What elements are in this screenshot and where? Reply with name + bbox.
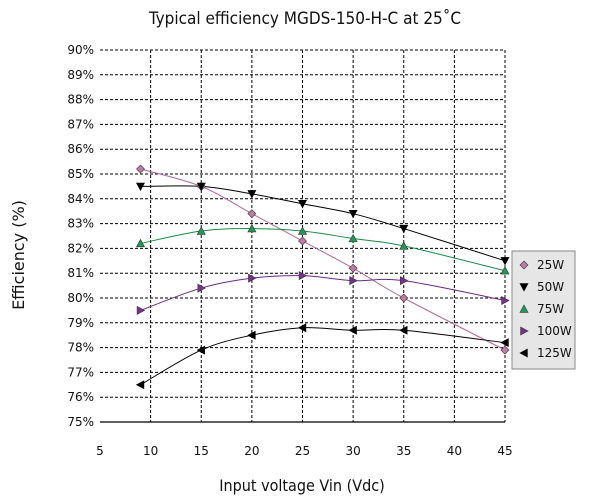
y-axis-label: Efficiency (%) — [9, 200, 28, 310]
x-tick-label: 15 — [194, 444, 209, 458]
data-point-50w — [500, 257, 510, 266]
series-markers — [135, 164, 510, 390]
y-axis-ticks: 75% 76% 77% 78% 79% 80% 81% 82% 83% 84% 85% 86% 87% 8… — [67, 43, 94, 429]
x-tick-label: 20 — [244, 444, 259, 458]
data-point-125w — [247, 330, 256, 340]
y-tick-label: 87% — [67, 117, 94, 131]
data-point-25w — [399, 293, 409, 303]
data-point-100w — [298, 271, 308, 281]
data-point-75w — [135, 238, 146, 248]
data-point-125w — [297, 323, 307, 333]
data-point-125w — [135, 380, 145, 390]
y-tick-label: 82% — [67, 241, 94, 255]
y-tick-label: 79% — [67, 316, 94, 330]
data-point-100w — [400, 276, 409, 286]
y-tick-label: 90% — [67, 43, 94, 57]
series-line-75w — [140, 228, 506, 272]
data-point-100w — [248, 273, 257, 283]
y-tick-label: 89% — [67, 68, 94, 82]
data-point-50w — [196, 182, 206, 192]
data-point-25w — [298, 236, 307, 246]
data-point-50w — [399, 224, 409, 234]
y-tick-label: 86% — [67, 142, 94, 156]
data-point-100w — [349, 276, 358, 286]
legend-marker-25w — [519, 260, 529, 270]
data-point-75w — [196, 226, 206, 235]
x-tick-label: 5 — [96, 444, 104, 458]
data-point-75w — [297, 226, 308, 235]
data-point-75w — [399, 241, 409, 250]
data-point-100w — [501, 295, 510, 305]
x-tick-label: 45 — [497, 444, 512, 458]
legend-marker-125w — [519, 348, 528, 358]
data-point-125w — [399, 325, 408, 335]
y-tick-label: 76% — [67, 390, 94, 404]
y-tick-label: 75% — [67, 415, 94, 429]
x-axis-ticks: 5 10 15 20 25 30 35 40 45 — [96, 444, 512, 458]
legend-label: 125W — [537, 346, 572, 360]
y-tick-label: 83% — [67, 217, 94, 231]
data-point-75w — [247, 223, 257, 233]
chart-title: Typical efficiency MGDS-150-H-C at 25˚C — [148, 8, 461, 29]
y-tick-label: 88% — [67, 93, 94, 107]
series-lines — [140, 168, 506, 386]
legend-label: 50W — [537, 280, 564, 294]
legend-marker-100w — [520, 326, 529, 336]
x-tick-label: 40 — [447, 444, 462, 458]
y-tick-label: 84% — [67, 192, 94, 206]
data-point-25w — [247, 209, 257, 219]
data-point-25w — [500, 345, 510, 355]
y-tick-label: 78% — [67, 341, 94, 355]
legend-marker-50w — [519, 283, 529, 292]
data-point-25w — [348, 263, 358, 273]
series-line-100w — [140, 275, 506, 311]
data-point-125w — [348, 325, 357, 335]
x-tick-label: 30 — [345, 444, 360, 458]
data-point-25w — [136, 164, 145, 174]
data-point-100w — [136, 305, 146, 315]
data-point-50w — [297, 200, 308, 209]
x-tick-label: 25 — [295, 444, 310, 458]
x-tick-label: 35 — [396, 444, 411, 458]
data-point-75w — [500, 266, 510, 275]
legend-marker-75w — [519, 304, 529, 313]
legend-label: 75W — [537, 302, 564, 316]
x-axis-label: Input voltage Vin (Vdc) — [219, 476, 385, 495]
legend-label: 25W — [537, 258, 564, 272]
legend: 25W 50W 75W 100W 125W — [511, 250, 576, 370]
data-point-125w — [196, 345, 205, 355]
data-point-125w — [500, 338, 509, 348]
y-tick-label: 85% — [67, 167, 94, 181]
legend-label: 100W — [537, 324, 572, 338]
y-tick-label: 77% — [67, 365, 94, 379]
data-point-100w — [197, 283, 206, 293]
y-tick-label: 80% — [67, 291, 94, 305]
data-point-50w — [247, 190, 257, 199]
plot-border — [100, 50, 506, 423]
data-point-50w — [135, 182, 146, 192]
series-line-125w — [140, 327, 506, 386]
data-point-75w — [348, 233, 358, 243]
y-tick-label: 81% — [67, 266, 94, 280]
data-point-50w — [348, 209, 358, 219]
x-tick-label: 10 — [143, 444, 158, 458]
grid — [100, 49, 505, 422]
